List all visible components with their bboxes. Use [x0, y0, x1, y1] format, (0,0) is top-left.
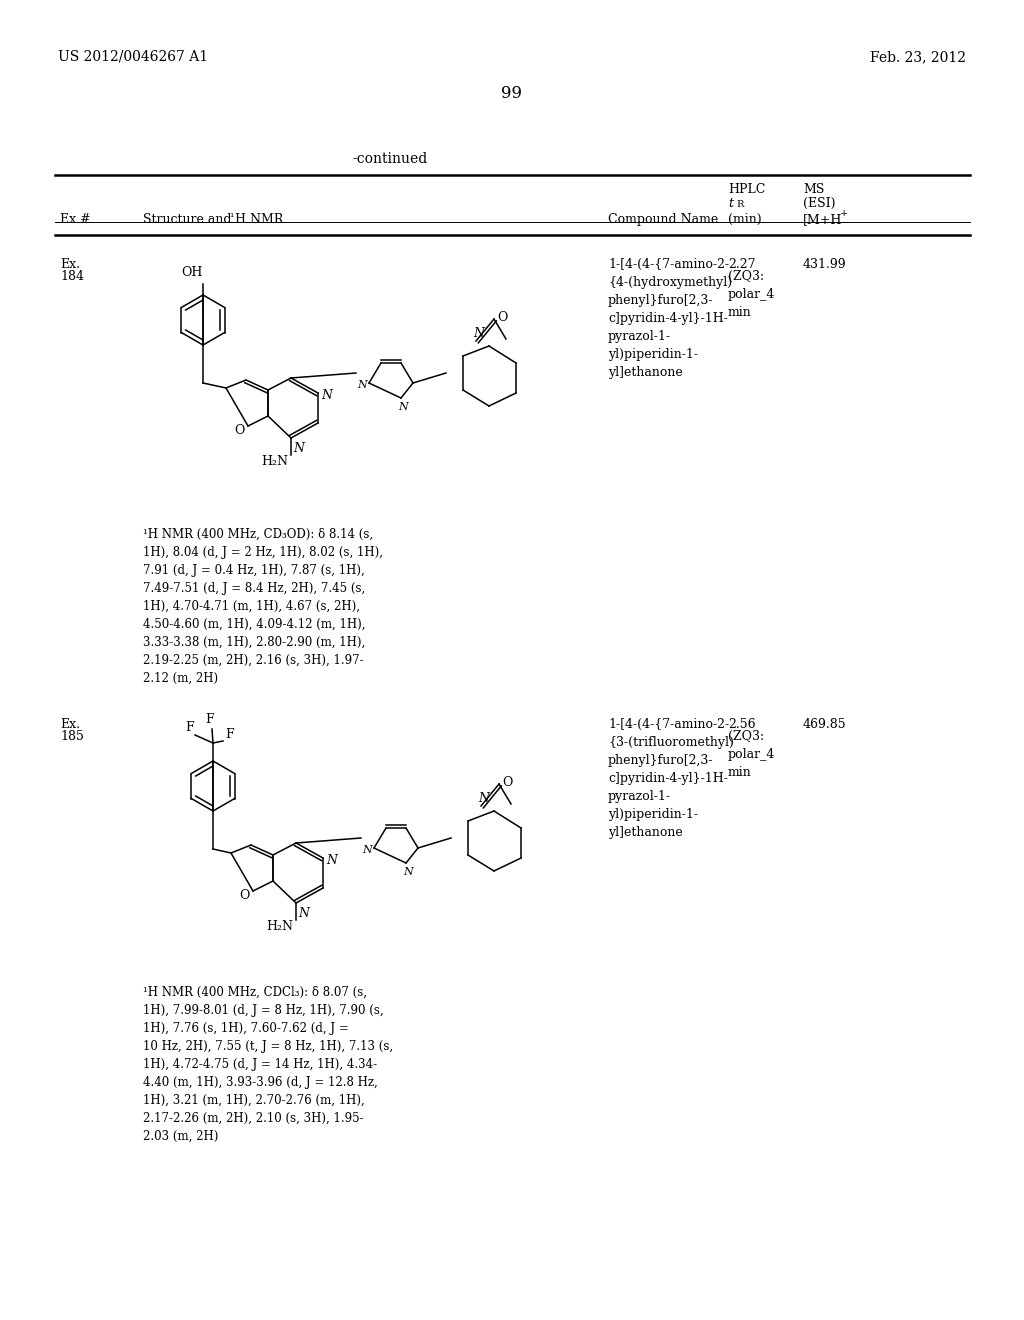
Text: ¹: ¹ — [229, 213, 233, 223]
Text: (ESI): (ESI) — [803, 197, 836, 210]
Text: R: R — [736, 201, 743, 209]
Text: N: N — [326, 854, 337, 867]
Text: MS: MS — [803, 183, 824, 195]
Text: (min): (min) — [728, 213, 762, 226]
Text: HPLC: HPLC — [728, 183, 765, 195]
Text: ¹H NMR (400 MHz, CD₃OD): δ 8.14 (s,
1H), 8.04 (d, J = 2 Hz, 1H), 8.02 (s, 1H),
7: ¹H NMR (400 MHz, CD₃OD): δ 8.14 (s, 1H),… — [143, 528, 383, 685]
Text: N: N — [321, 389, 332, 403]
Text: F: F — [225, 729, 233, 741]
Text: N: N — [357, 380, 367, 389]
Text: Ex.: Ex. — [60, 718, 80, 731]
Text: +: + — [840, 209, 848, 218]
Text: F: F — [205, 713, 214, 726]
Text: 2.27: 2.27 — [728, 257, 756, 271]
Text: 99: 99 — [502, 84, 522, 102]
Text: (ZQ3:
polar_4
min: (ZQ3: polar_4 min — [728, 271, 775, 319]
Text: t: t — [728, 197, 733, 210]
Text: -continued: -continued — [352, 152, 428, 166]
Text: O: O — [239, 888, 250, 902]
Text: (ZQ3:
polar_4
min: (ZQ3: polar_4 min — [728, 730, 775, 779]
Text: Structure and: Structure and — [143, 213, 236, 226]
Text: H₂N: H₂N — [261, 455, 288, 469]
Text: 1-[4-(4-{7-amino-2-
{3-(trifluoromethyl)
phenyl}furo[2,3-
c]pyridin-4-yl}-1H-
py: 1-[4-(4-{7-amino-2- {3-(trifluoromethyl)… — [608, 718, 734, 840]
Text: N: N — [398, 403, 408, 412]
Text: 2.56: 2.56 — [728, 718, 756, 731]
Text: N: N — [293, 442, 304, 455]
Text: O: O — [502, 776, 512, 789]
Text: O: O — [497, 312, 507, 323]
Text: 184: 184 — [60, 271, 84, 282]
Text: N: N — [473, 327, 484, 341]
Text: Ex #: Ex # — [60, 213, 91, 226]
Text: N: N — [403, 867, 413, 876]
Text: 1-[4-(4-{7-amino-2-
{4-(hydroxymethyl)
phenyl}furo[2,3-
c]pyridin-4-yl}-1H-
pyra: 1-[4-(4-{7-amino-2- {4-(hydroxymethyl) p… — [608, 257, 732, 379]
Text: Feb. 23, 2012: Feb. 23, 2012 — [870, 50, 966, 63]
Text: 469.85: 469.85 — [803, 718, 847, 731]
Text: N: N — [478, 792, 489, 805]
Text: F: F — [185, 721, 194, 734]
Text: Compound Name: Compound Name — [608, 213, 718, 226]
Text: 185: 185 — [60, 730, 84, 743]
Text: OH: OH — [181, 267, 203, 279]
Text: N: N — [298, 907, 309, 920]
Text: N: N — [362, 845, 372, 855]
Text: 431.99: 431.99 — [803, 257, 847, 271]
Text: ¹H NMR (400 MHz, CDCl₃): δ 8.07 (s,
1H), 7.99-8.01 (d, J = 8 Hz, 1H), 7.90 (s,
1: ¹H NMR (400 MHz, CDCl₃): δ 8.07 (s, 1H),… — [143, 986, 393, 1143]
Text: [M+H: [M+H — [803, 213, 843, 226]
Text: Ex.: Ex. — [60, 257, 80, 271]
Text: O: O — [234, 424, 245, 437]
Text: H NMR: H NMR — [234, 213, 284, 226]
Text: H₂N: H₂N — [266, 920, 293, 933]
Text: US 2012/0046267 A1: US 2012/0046267 A1 — [58, 50, 208, 63]
